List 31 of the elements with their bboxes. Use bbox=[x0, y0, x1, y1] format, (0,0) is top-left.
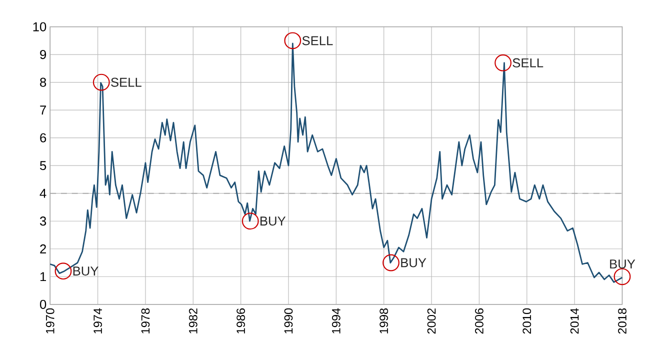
x-tick-label: 1982 bbox=[188, 308, 198, 334]
y-tick-label: 8 bbox=[40, 78, 46, 87]
y-tick-label: 7 bbox=[40, 106, 46, 114]
x-tick-label: 1986 bbox=[236, 308, 246, 334]
x-tick-label: 1990 bbox=[284, 308, 293, 334]
annotation: BUY bbox=[401, 258, 426, 268]
y-tick-label: 1 bbox=[40, 272, 46, 282]
y-tick-label: 2 bbox=[40, 244, 46, 254]
y-tick-label: 3 bbox=[40, 216, 46, 226]
x-tick-label: 1974 bbox=[94, 308, 102, 334]
x-tick-label: 1970 bbox=[46, 308, 54, 334]
x-tick-label: 1994 bbox=[332, 308, 340, 334]
x-tick-label: 1998 bbox=[380, 308, 388, 334]
annotation: SELL bbox=[512, 58, 544, 68]
annotation: BUY bbox=[73, 266, 98, 276]
y-tick-label: 10 bbox=[33, 22, 46, 32]
x-tick-label: 2006 bbox=[475, 308, 484, 334]
annotation: SELL bbox=[111, 78, 142, 87]
x-tick-label: 2010 bbox=[522, 308, 532, 334]
y-tick-label: 4 bbox=[40, 188, 46, 198]
x-tick-label: 2014 bbox=[570, 308, 579, 334]
x-tick-label: 1978 bbox=[141, 308, 150, 334]
annotation: SELL bbox=[302, 36, 333, 46]
y-tick-label: 5 bbox=[40, 161, 46, 170]
x-tick-label: 2002 bbox=[427, 308, 436, 334]
x-tick-label: 2018 bbox=[618, 308, 626, 334]
annotation: BUY bbox=[610, 260, 636, 269]
y-tick-label: 0 bbox=[40, 300, 46, 309]
annotation: BUY bbox=[260, 216, 286, 226]
y-tick-label: 6 bbox=[40, 133, 46, 142]
y-tick-label: 9 bbox=[40, 50, 46, 60]
